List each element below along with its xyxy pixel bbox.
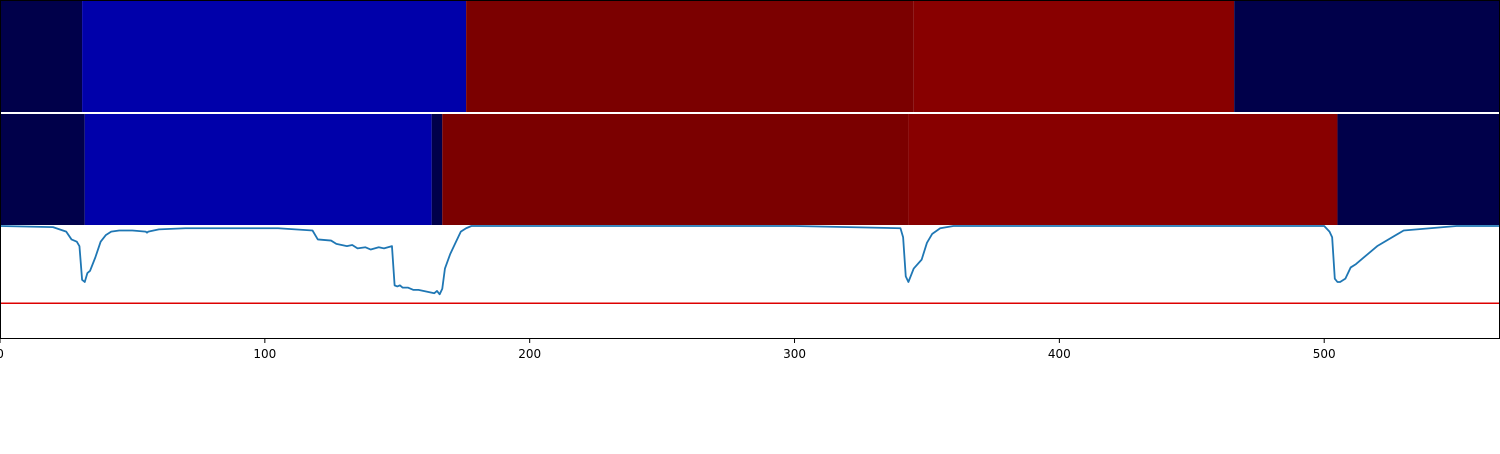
heat-row-1-segment-1 <box>0 1 83 112</box>
heat-row-2-segment-4 <box>442 114 909 225</box>
heat-row-1-segment-3 <box>466 1 914 112</box>
heat-row-1-segment-2 <box>82 1 467 112</box>
heat-row-2-segment-5 <box>908 114 1338 225</box>
heat-row-1-segment-4 <box>913 1 1235 112</box>
x-axis: 0 100 200 300 400 500 <box>0 339 1336 361</box>
series-line <box>0 225 1499 296</box>
x-tick-label-400: 400 <box>1048 347 1071 361</box>
x-tick-label-200: 200 <box>518 347 541 361</box>
x-tick-label-100: 100 <box>253 347 276 361</box>
heat-row-1-segment-5 <box>1234 1 1499 112</box>
x-tick-label-300: 300 <box>783 347 806 361</box>
line-panel <box>0 0 1500 339</box>
heat-row-2-segment-1 <box>0 114 85 225</box>
heat-row-2-segment-3 <box>431 114 443 225</box>
line-panel-background <box>0 226 1499 338</box>
heatmap-panels <box>0 1 1499 225</box>
x-tick-label-0: 0 <box>0 347 4 361</box>
x-tick-label-500: 500 <box>1313 347 1336 361</box>
heat-row-2-segment-6 <box>1337 114 1499 225</box>
heat-row-2-segment-2 <box>84 114 432 225</box>
